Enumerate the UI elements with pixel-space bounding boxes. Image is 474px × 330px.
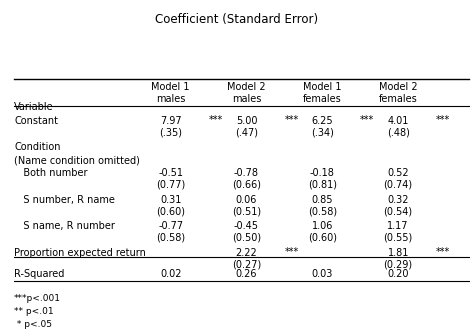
Text: (0.60): (0.60): [308, 233, 337, 243]
Text: S number, R name: S number, R name: [14, 195, 115, 205]
Text: (0.77): (0.77): [156, 180, 185, 190]
Text: Model 1
males: Model 1 males: [151, 82, 190, 104]
Text: (0.51): (0.51): [232, 206, 261, 216]
Text: ***: ***: [284, 248, 299, 257]
Text: 0.03: 0.03: [311, 269, 333, 279]
Text: Model 1
females: Model 1 females: [303, 82, 342, 104]
Text: (0.58): (0.58): [308, 206, 337, 216]
Text: (0.60): (0.60): [156, 206, 185, 216]
Text: ***: ***: [360, 115, 374, 125]
Text: 4.01: 4.01: [387, 115, 409, 125]
Text: (0.66): (0.66): [232, 180, 261, 190]
Text: 5.00: 5.00: [236, 115, 257, 125]
Text: Variable: Variable: [14, 102, 54, 112]
Text: ***p<.001: ***p<.001: [14, 294, 61, 303]
Text: (0.74): (0.74): [383, 180, 413, 190]
Text: 0.02: 0.02: [160, 269, 182, 279]
Text: 1.17: 1.17: [387, 221, 409, 231]
Text: Constant: Constant: [14, 115, 58, 125]
Text: (0.81): (0.81): [308, 180, 337, 190]
Text: -0.45: -0.45: [234, 221, 259, 231]
Text: Condition: Condition: [14, 142, 61, 152]
Text: 0.31: 0.31: [160, 195, 182, 205]
Text: 0.20: 0.20: [387, 269, 409, 279]
Text: ***: ***: [436, 248, 450, 257]
Text: -0.78: -0.78: [234, 168, 259, 178]
Text: Model 2
females: Model 2 females: [379, 82, 418, 104]
Text: Model 2
males: Model 2 males: [227, 82, 266, 104]
Text: Proportion expected return: Proportion expected return: [14, 248, 146, 257]
Text: (0.50): (0.50): [232, 233, 261, 243]
Text: (.34): (.34): [311, 127, 334, 137]
Text: (0.58): (0.58): [156, 233, 185, 243]
Text: (0.55): (0.55): [383, 233, 413, 243]
Text: 6.25: 6.25: [311, 115, 333, 125]
Text: -0.18: -0.18: [310, 168, 335, 178]
Text: Both number: Both number: [14, 168, 88, 178]
Text: 1.06: 1.06: [311, 221, 333, 231]
Text: 0.52: 0.52: [387, 168, 409, 178]
Text: (0.54): (0.54): [383, 206, 413, 216]
Text: R-Squared: R-Squared: [14, 269, 64, 279]
Text: (0.29): (0.29): [383, 259, 413, 269]
Text: 0.26: 0.26: [236, 269, 257, 279]
Text: 0.32: 0.32: [387, 195, 409, 205]
Text: ***: ***: [284, 115, 299, 125]
Text: ** p<.01: ** p<.01: [14, 307, 54, 316]
Text: 7.97: 7.97: [160, 115, 182, 125]
Text: 1.81: 1.81: [387, 248, 409, 257]
Text: (.35): (.35): [159, 127, 182, 137]
Text: (0.27): (0.27): [232, 259, 261, 269]
Text: 2.22: 2.22: [236, 248, 257, 257]
Text: ***: ***: [436, 115, 450, 125]
Text: 0.06: 0.06: [236, 195, 257, 205]
Text: * p<.05: * p<.05: [14, 320, 52, 329]
Text: -0.77: -0.77: [158, 221, 183, 231]
Text: 0.85: 0.85: [311, 195, 333, 205]
Text: (.48): (.48): [387, 127, 410, 137]
Text: -0.51: -0.51: [158, 168, 183, 178]
Text: Coefficient (Standard Error): Coefficient (Standard Error): [155, 13, 319, 26]
Text: (Name condition omitted): (Name condition omitted): [14, 155, 140, 165]
Text: (.47): (.47): [235, 127, 258, 137]
Text: S name, R number: S name, R number: [14, 221, 115, 231]
Text: ***: ***: [209, 115, 223, 125]
